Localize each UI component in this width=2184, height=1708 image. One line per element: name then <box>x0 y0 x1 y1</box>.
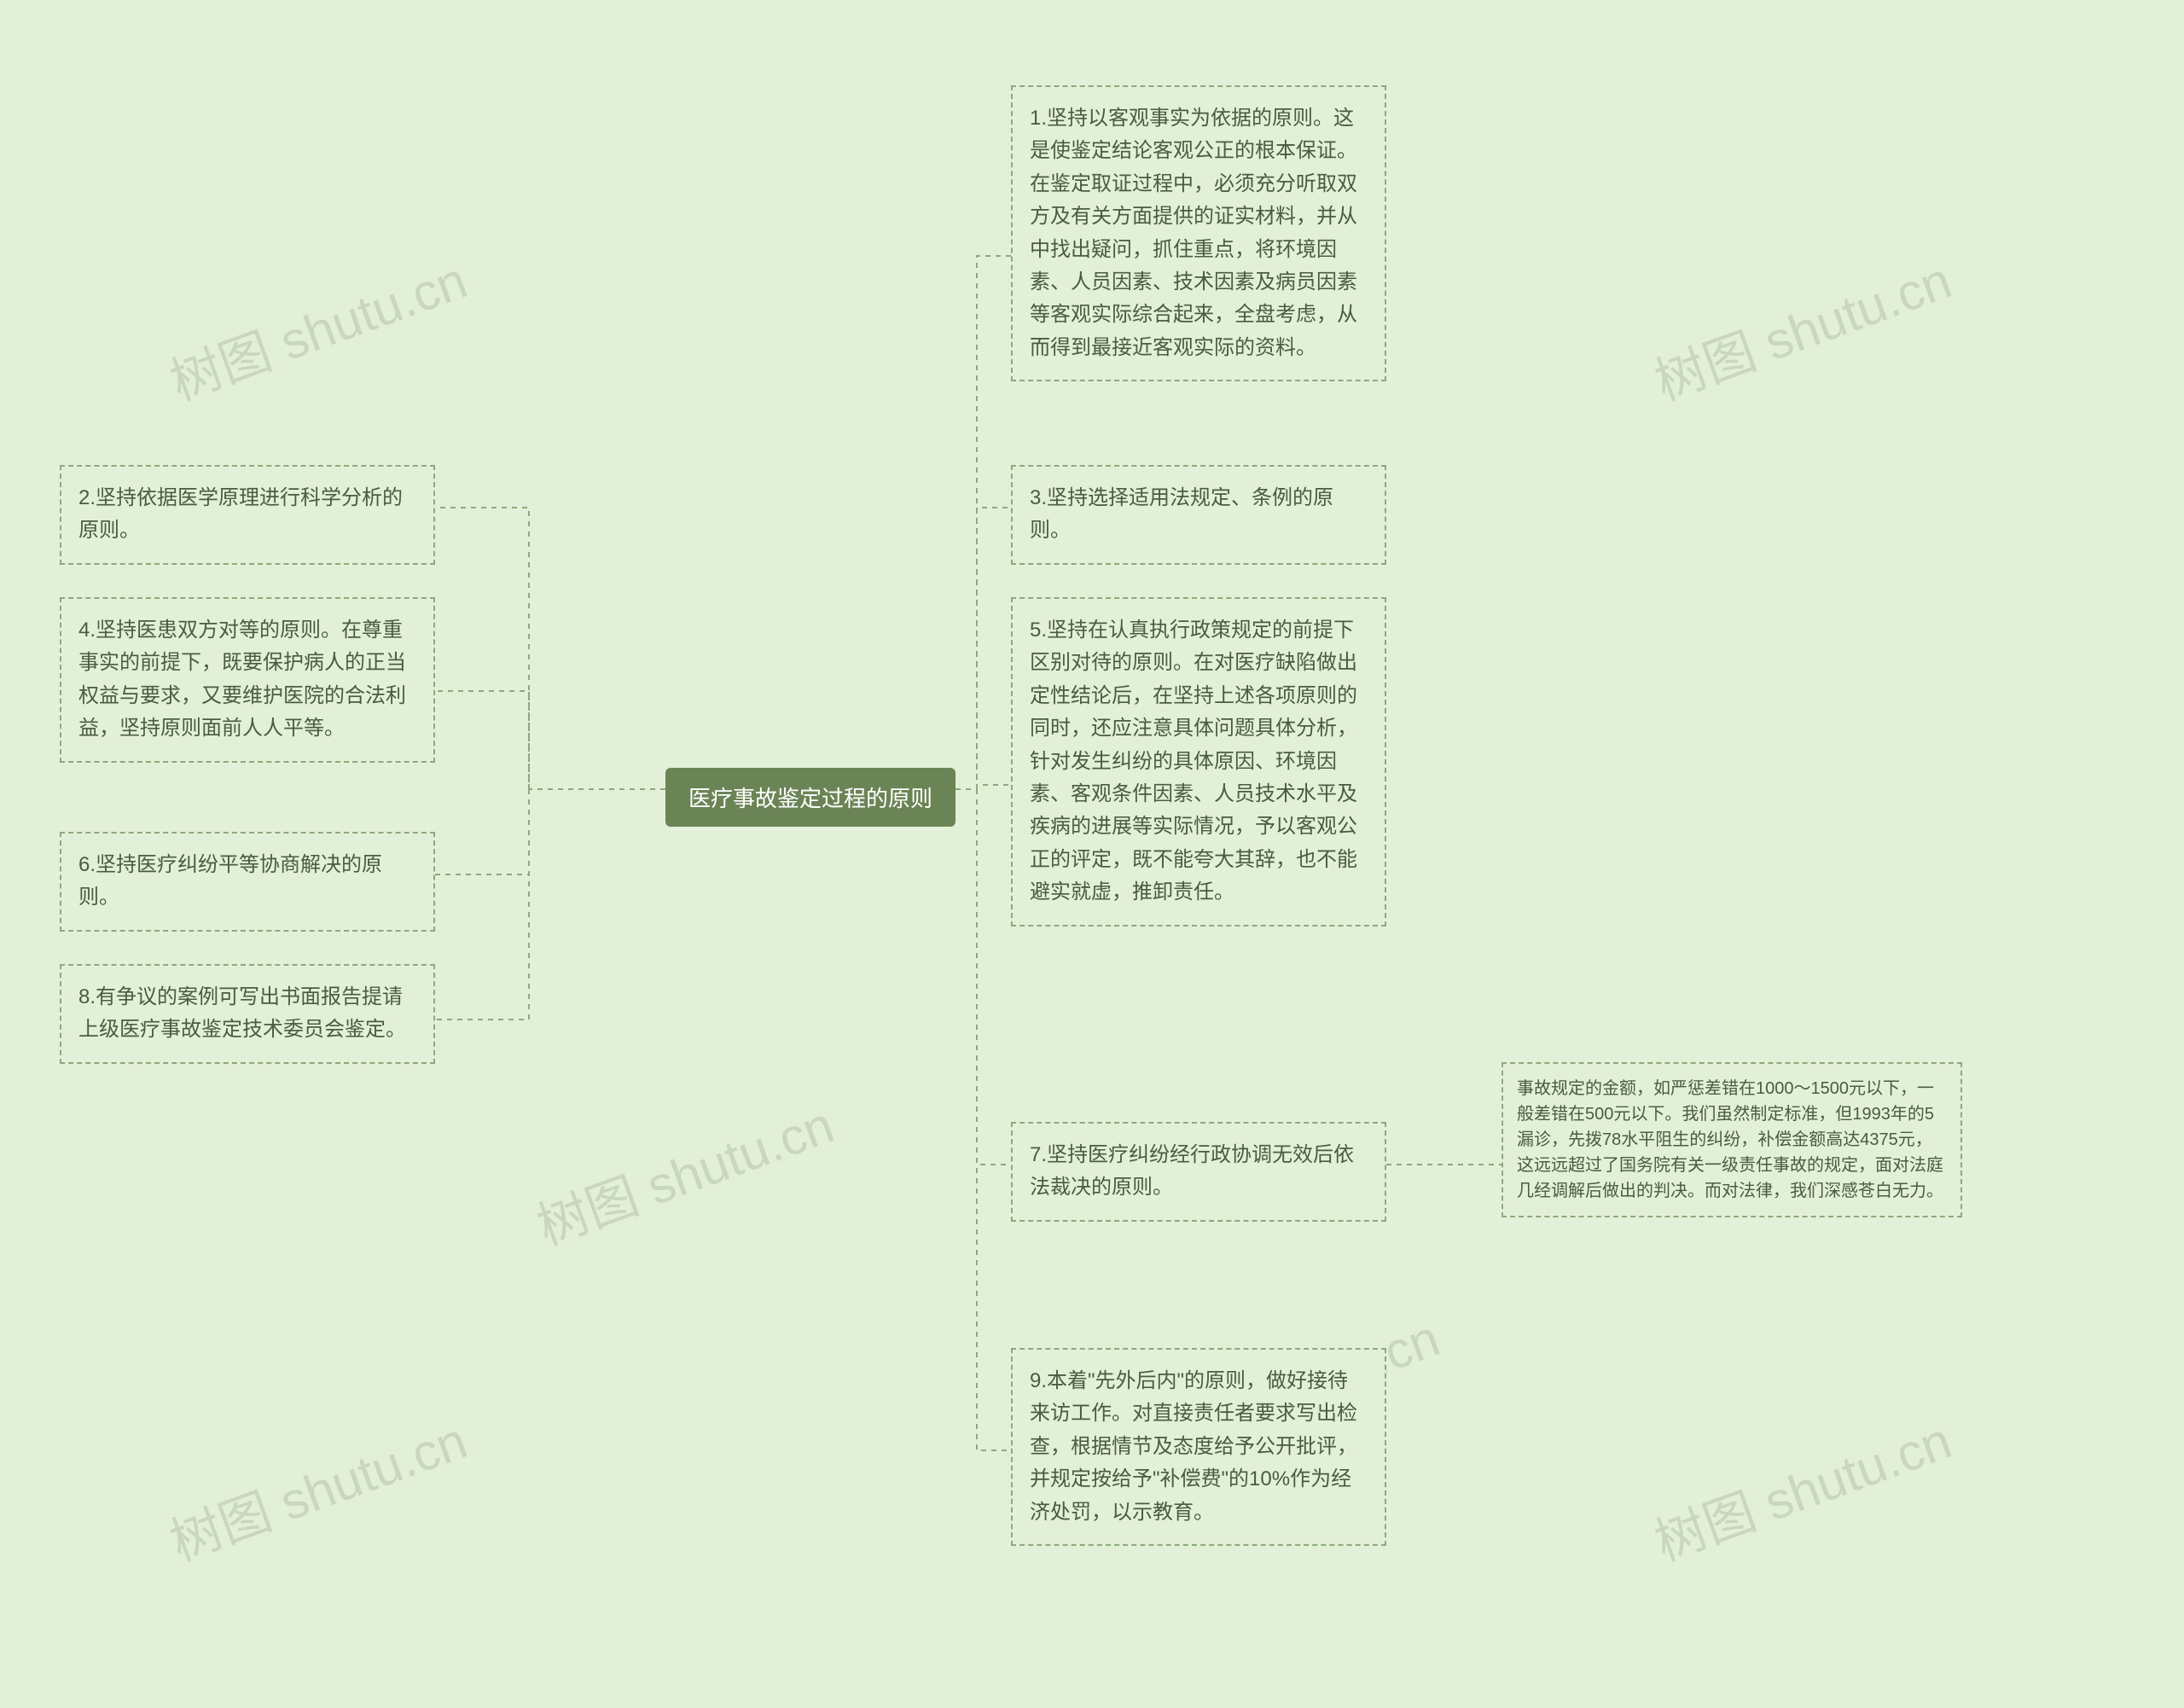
node-sub-item: 事故规定的金额，如严惩差错在1000～1500元以下，一般差错在500元以下。我… <box>1502 1062 1962 1217</box>
node-text: 4.坚持医患双方对等的原则。在尊重事实的前提下，既要保护病人的正当权益与要求，又… <box>78 619 406 740</box>
watermark: 树图 shutu.cn <box>159 239 475 415</box>
node-text: 8.有争议的案例可写出书面报告提请上级医疗事故鉴定技术委员会鉴定。 <box>78 985 406 1041</box>
center-node: 医疗事故鉴定过程的原则 <box>665 768 956 827</box>
node-text: 3.坚持选择适用法规定、条例的原则。 <box>1030 486 1333 542</box>
watermark: 树图 shutu.cn <box>526 1083 842 1259</box>
node-text: 7.坚持医疗纠纷经行政协调无效后依法裁决的原则。 <box>1030 1143 1354 1199</box>
node-item-2: 2.坚持依据医学原理进行科学分析的原则。 <box>60 465 435 565</box>
node-text: 2.坚持依据医学原理进行科学分析的原则。 <box>78 486 403 542</box>
node-item-1: 1.坚持以客观事实为依据的原则。这是使鉴定结论客观公正的根本保证。在鉴定取证过程… <box>1011 85 1386 381</box>
node-item-3: 3.坚持选择适用法规定、条例的原则。 <box>1011 465 1386 565</box>
node-item-9: 9.本着"先外后内"的原则，做好接待来访工作。对直接责任者要求写出检查，根据情节… <box>1011 1348 1386 1546</box>
watermark: 树图 shutu.cn <box>159 1399 475 1575</box>
node-item-5: 5.坚持在认真执行政策规定的前提下区别对待的原则。在对医疗缺陷做出定性结论后，在… <box>1011 597 1386 927</box>
watermark: 树图 shutu.cn <box>1643 1399 1960 1575</box>
node-item-6: 6.坚持医疗纠纷平等协商解决的原则。 <box>60 832 435 932</box>
node-text: 事故规定的金额，如严惩差错在1000～1500元以下，一般差错在500元以下。我… <box>1517 1079 1943 1200</box>
node-item-8: 8.有争议的案例可写出书面报告提请上级医疗事故鉴定技术委员会鉴定。 <box>60 964 435 1064</box>
watermark: 树图 shutu.cn <box>1643 239 1960 415</box>
node-text: 1.坚持以客观事实为依据的原则。这是使鉴定结论客观公正的根本保证。在鉴定取证过程… <box>1030 107 1357 359</box>
node-item-4: 4.坚持医患双方对等的原则。在尊重事实的前提下，既要保护病人的正当权益与要求，又… <box>60 597 435 763</box>
node-text: 5.坚持在认真执行政策规定的前提下区别对待的原则。在对医疗缺陷做出定性结论后，在… <box>1030 619 1357 903</box>
node-item-7: 7.坚持医疗纠纷经行政协调无效后依法裁决的原则。 <box>1011 1122 1386 1222</box>
center-node-text: 医疗事故鉴定过程的原则 <box>688 786 932 811</box>
node-text: 6.坚持医疗纠纷平等协商解决的原则。 <box>78 853 382 909</box>
node-text: 9.本着"先外后内"的原则，做好接待来访工作。对直接责任者要求写出检查，根据情节… <box>1030 1369 1357 1524</box>
